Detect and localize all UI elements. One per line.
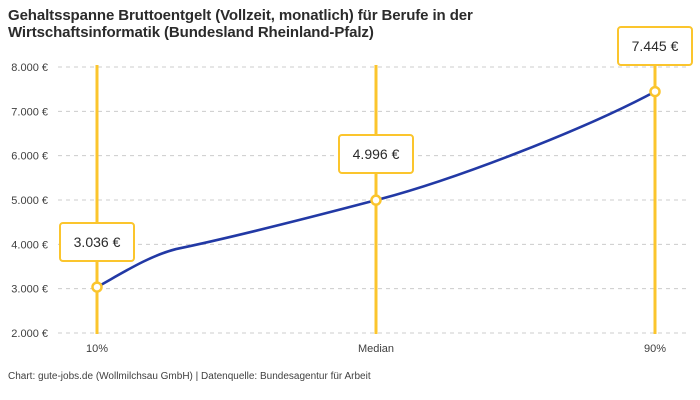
- y-tick-label: 4.000 €: [11, 239, 48, 251]
- source-attribution: Chart: gute-jobs.de (Wollmilchsau GmbH) …: [8, 371, 371, 382]
- data-point-marker: [649, 85, 661, 98]
- x-tick-label: 10%: [86, 343, 108, 355]
- chart-title-line2: Wirtschaftsinformatik (Bundesland Rheinl…: [8, 24, 374, 41]
- x-tick-label: Median: [358, 343, 394, 355]
- x-tick-label: 90%: [644, 343, 666, 355]
- y-tick-label: 2.000 €: [11, 328, 48, 340]
- y-tick-label: 8.000 €: [11, 62, 48, 74]
- y-tick-label: 6.000 €: [11, 151, 48, 163]
- y-tick-label: 7.000 €: [11, 106, 48, 118]
- value-label-box: 3.036 €: [59, 222, 135, 262]
- data-point-marker: [370, 194, 382, 206]
- y-tick-label: 3.000 €: [11, 284, 48, 296]
- y-tick-label: 5.000 €: [11, 195, 48, 207]
- value-label-box: 4.996 €: [338, 134, 414, 174]
- value-label-box: 7.445 €: [617, 26, 693, 66]
- chart-title-line1: Gehaltsspanne Bruttoentgelt (Vollzeit, m…: [8, 7, 473, 24]
- chart-title: Gehaltsspanne Bruttoentgelt (Vollzeit, m…: [8, 7, 568, 41]
- salary-curve: [95, 90, 657, 289]
- data-point-marker: [91, 281, 103, 293]
